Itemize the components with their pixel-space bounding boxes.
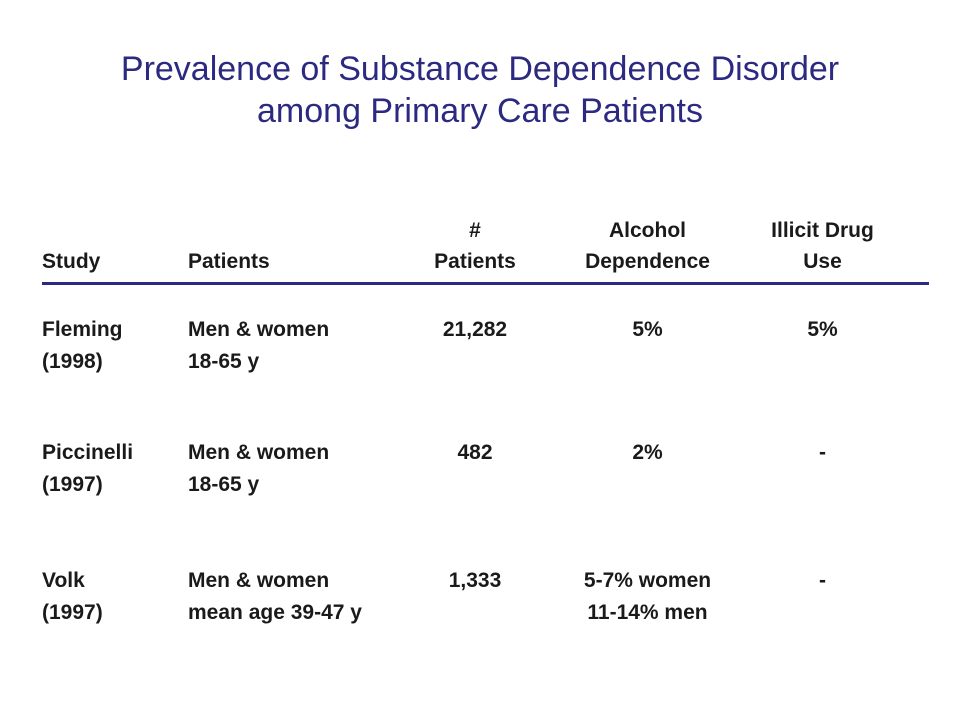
row-2-alcohol-line1: 2% [632, 441, 663, 464]
row-1-study-line2: (1998) [42, 350, 103, 373]
row-3-patients-line1: Men & women [188, 569, 330, 592]
row-3-alcohol-line1: 5-7% women [583, 569, 712, 592]
row-3-illicit: - [819, 569, 826, 592]
header-patients: Patients [188, 250, 270, 273]
header-illicit-line1: Illicit Drug [771, 219, 874, 242]
row-2-illicit: - [819, 441, 826, 464]
row-1-patients-line2: 18-65 y [188, 350, 260, 373]
row-1-num-patients: 21,282 [442, 318, 508, 341]
slide-title: Prevalence of Substance Dependence Disor… [0, 48, 960, 132]
row-3-study-line1: Volk [42, 569, 85, 592]
row-3-patients-line2: mean age 39-47 y [188, 601, 362, 624]
row-1-study-line1: Fleming [42, 318, 123, 341]
row-2-num-patients: 482 [457, 441, 493, 464]
title-line-1: Prevalence of Substance Dependence Disor… [120, 50, 840, 88]
row-2-patients-line2: 18-65 y [188, 473, 260, 496]
row-1-alcohol-line1: 5% [632, 318, 663, 341]
header-study: Study [42, 250, 101, 273]
row-2-study-line2: (1997) [42, 473, 103, 496]
row-2-patients-line1: Men & women [188, 441, 330, 464]
row-1-patients-line1: Men & women [188, 318, 330, 341]
header-num-patients-line1: # [469, 219, 481, 242]
header-illicit-line2: Use [803, 250, 842, 273]
row-3-alcohol-line2: 11-14% men [587, 601, 708, 624]
title-line-2: among Primary Care Patients [257, 92, 703, 130]
header-rule [42, 282, 929, 285]
row-2-study-line1: Piccinelli [42, 441, 134, 464]
header-alcohol-line2: Dependence [585, 250, 710, 273]
row-1-illicit: 5% [807, 318, 838, 341]
row-3-num-patients: 1,333 [448, 569, 502, 592]
header-alcohol-line1: Alcohol [609, 219, 686, 242]
header-num-patients-line2: Patients [434, 250, 516, 273]
row-3-study-line2: (1997) [42, 601, 103, 624]
